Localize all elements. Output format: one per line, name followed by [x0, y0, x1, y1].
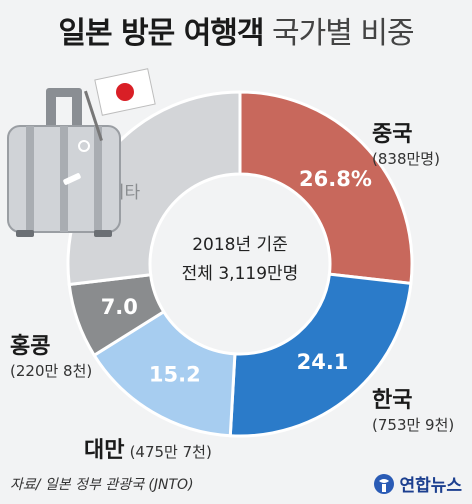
label-korea: 한국 (753만 9천)	[372, 382, 454, 435]
japan-flag-icon	[84, 68, 156, 142]
suitcase-icon	[7, 88, 121, 237]
label-china-name: 중국	[372, 122, 413, 147]
slice-1	[228, 272, 413, 438]
slice-value-label-0: 26.8%	[299, 167, 372, 191]
label-hongkong: 홍콩 (220만 8천)	[10, 328, 92, 381]
label-taiwan-detail: (475만 7천)	[129, 443, 212, 461]
label-taiwan: 대만 (475만 7천)	[84, 432, 212, 464]
label-hongkong-detail: (220만 8천)	[10, 362, 93, 380]
slice-2	[92, 309, 237, 438]
slice-value-label-3: 7.0	[101, 295, 138, 319]
label-korea-detail: (753만 9천)	[372, 416, 455, 434]
center-total: 전체 3,119만명	[182, 264, 299, 284]
chart-title: 일본 방문 여행객 국가별 비중	[0, 8, 472, 52]
label-korea-name: 한국	[372, 388, 413, 413]
yonhap-logo: 연합뉴스	[373, 471, 462, 496]
yonhap-logo-text: 연합뉴스	[399, 476, 462, 496]
title-bold: 일본 방문 여행객	[58, 16, 264, 51]
title-light: 국가별 비중	[272, 16, 415, 51]
label-hongkong-name: 홍콩	[10, 334, 51, 359]
label-china: 중국 (838만명)	[372, 116, 440, 169]
slice-value-label-1: 24.1	[297, 350, 349, 374]
yonhap-logo-icon	[374, 473, 395, 494]
slice-0	[238, 90, 414, 286]
source-note: 자료/ 일본 정부 관광국 (JNTO)	[10, 477, 194, 493]
label-taiwan-name: 대만	[84, 438, 125, 463]
center-year: 2018년 기준	[192, 235, 288, 255]
slice-value-label-2: 15.2	[149, 363, 201, 387]
donut-slices	[66, 90, 414, 438]
label-china-detail: (838만명)	[372, 150, 440, 168]
